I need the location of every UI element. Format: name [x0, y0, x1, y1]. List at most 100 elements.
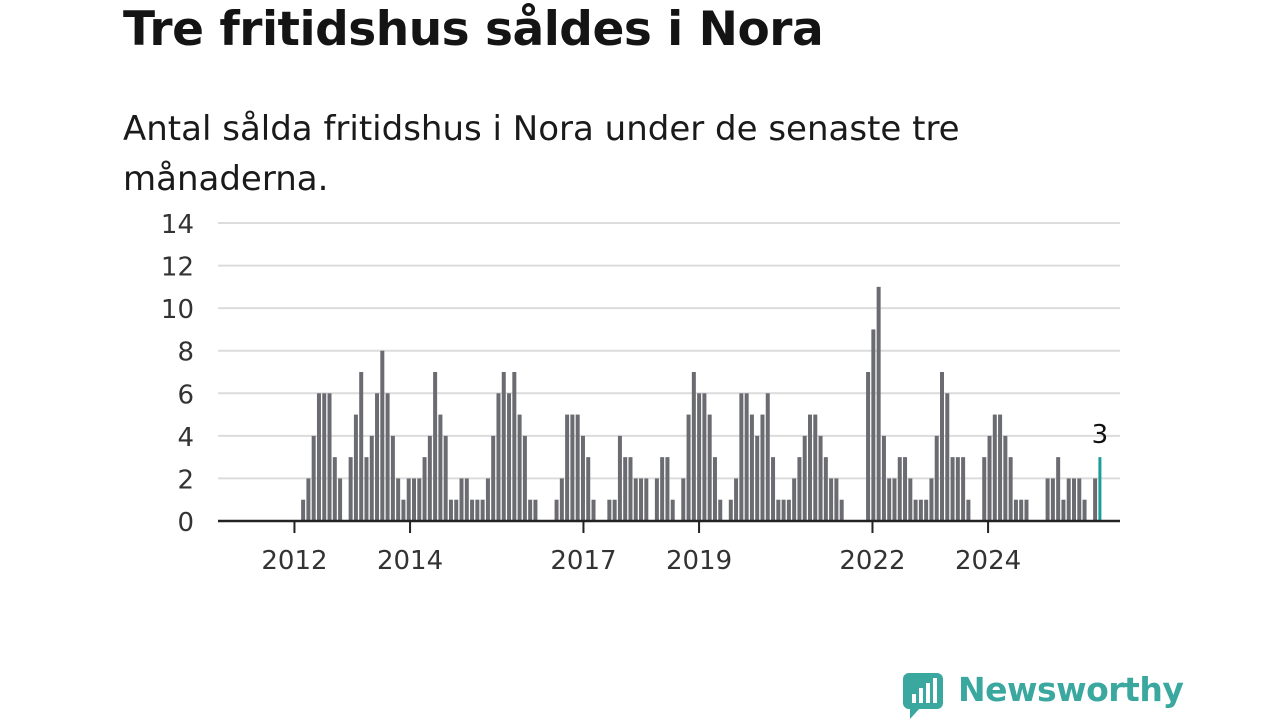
bar	[739, 393, 744, 521]
bar	[1019, 499, 1024, 521]
bar	[755, 435, 760, 521]
bar	[670, 499, 675, 521]
page-subtitle: Antal sålda fritidshus i Nora under de s…	[123, 109, 960, 199]
y-tick-label: 14	[161, 210, 194, 240]
bar	[966, 499, 971, 521]
y-gridlines	[218, 222, 1120, 480]
bar	[570, 414, 575, 521]
x-axis-ticks: 2012 2014 2017 2019 2022 2024	[261, 521, 1021, 576]
bar	[644, 478, 649, 521]
bar	[876, 286, 881, 521]
bar	[998, 414, 1003, 521]
bar	[586, 457, 591, 521]
bar	[338, 478, 343, 521]
bar	[438, 414, 443, 521]
bar	[406, 478, 411, 521]
bar	[623, 457, 628, 521]
bar	[591, 499, 596, 521]
bar	[612, 499, 617, 521]
bar	[903, 457, 908, 521]
bar	[897, 457, 902, 521]
bar	[559, 478, 564, 521]
bar	[765, 393, 770, 521]
bar	[390, 435, 395, 521]
bar	[829, 478, 834, 521]
bar	[375, 393, 380, 521]
bar	[792, 478, 797, 521]
bar-series	[301, 286, 1102, 521]
bar	[448, 499, 453, 521]
bar	[327, 393, 332, 521]
bar	[353, 414, 358, 521]
bar	[607, 499, 612, 521]
bar	[485, 478, 490, 521]
bar	[316, 393, 321, 521]
bar	[892, 478, 897, 521]
bar	[512, 372, 517, 521]
bar	[464, 478, 469, 521]
bar	[475, 499, 480, 521]
y-tick-label: 2	[177, 465, 194, 495]
bar	[533, 499, 538, 521]
y-axis-tick-labels: 0 2 4 6 8 10 12 14	[161, 210, 194, 538]
bar	[918, 499, 923, 521]
bar	[554, 499, 559, 521]
y-tick-label: 10	[161, 295, 194, 325]
bar	[718, 499, 723, 521]
bar	[348, 457, 353, 521]
bar	[528, 499, 533, 521]
bar	[924, 499, 929, 521]
bar	[1024, 499, 1029, 521]
bar	[480, 499, 485, 521]
bar	[385, 393, 390, 521]
bar	[565, 414, 570, 521]
bar	[802, 435, 807, 521]
bar	[433, 372, 438, 521]
bar	[913, 499, 918, 521]
y-tick-label: 8	[177, 338, 194, 368]
brand-name: Newsworthy	[958, 670, 1184, 709]
bar	[459, 478, 464, 521]
bar	[1093, 478, 1098, 521]
x-tick-label: 2017	[550, 546, 616, 576]
bar	[1077, 478, 1082, 521]
bar	[665, 457, 670, 521]
bar	[887, 478, 892, 521]
bar	[422, 457, 427, 521]
bar	[982, 457, 987, 521]
bar	[575, 414, 580, 521]
bar	[771, 457, 776, 521]
bar	[786, 499, 791, 521]
bar	[749, 414, 754, 521]
bar	[639, 478, 644, 521]
bar	[686, 414, 691, 521]
bar	[987, 435, 992, 521]
x-tick-label: 2019	[666, 546, 732, 576]
bar	[322, 393, 327, 521]
y-tick-label: 6	[177, 380, 194, 410]
bar	[908, 478, 913, 521]
bar	[823, 457, 828, 521]
bar	[1008, 457, 1013, 521]
x-tick-label: 2022	[839, 546, 905, 576]
bar	[1045, 478, 1050, 521]
bar	[797, 457, 802, 521]
bar	[881, 435, 886, 521]
bar	[776, 499, 781, 521]
bar	[359, 372, 364, 521]
bar	[834, 478, 839, 521]
bar-latest	[1098, 457, 1102, 521]
y-tick-label: 0	[177, 508, 194, 538]
bar	[744, 393, 749, 521]
bar	[734, 478, 739, 521]
x-tick-label: 2014	[377, 546, 443, 576]
bar	[517, 414, 522, 521]
bar	[496, 393, 501, 521]
bar	[871, 329, 876, 521]
bar	[470, 499, 475, 521]
bar	[808, 414, 812, 521]
bar	[945, 393, 950, 521]
y-tick-label: 4	[177, 423, 194, 453]
bar	[818, 435, 823, 521]
